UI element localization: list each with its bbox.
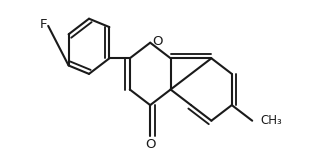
Text: CH₃: CH₃: [261, 114, 282, 127]
Text: O: O: [152, 35, 163, 48]
Text: F: F: [40, 18, 47, 31]
Text: O: O: [145, 138, 155, 151]
